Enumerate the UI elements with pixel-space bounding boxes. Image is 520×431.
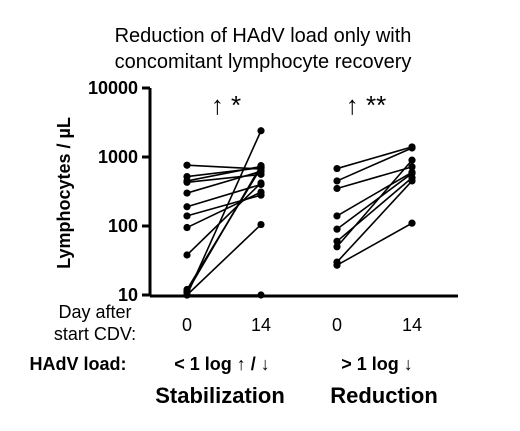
y-tick-label: 1000: [98, 147, 138, 167]
data-point-day-14: [408, 163, 416, 171]
data-point-day-14: [257, 220, 265, 229]
data-point-day-14: [257, 179, 265, 187]
data-point-day-0: [333, 212, 341, 220]
paired-line: [186, 165, 262, 182]
y-tick-label: 10000: [88, 78, 138, 98]
data-point-day-14: [408, 177, 416, 185]
y-tick-label: 10: [118, 285, 138, 305]
data-point-day-0: [183, 212, 191, 220]
paired-lines: [186, 130, 413, 296]
data-point-day-0: [183, 251, 191, 259]
paired-line: [186, 223, 262, 296]
data-point-day-14: [408, 144, 416, 152]
chart-title-line-2: concomitant lymphocyte recovery: [115, 51, 412, 73]
data-point-day-14: [257, 162, 265, 170]
data-point-day-0: [183, 189, 191, 197]
paired-line: [336, 166, 413, 190]
x-tick-label: 14: [402, 315, 422, 335]
x-tick-label: 14: [251, 315, 271, 335]
x-tick-label: 0: [332, 315, 342, 335]
y-ticks: 10 100 1000 10000: [88, 78, 150, 305]
paired-line: [186, 182, 262, 256]
data-points: [183, 127, 416, 299]
reduction-significance: ↑ **: [346, 90, 386, 120]
paired-line: [336, 159, 413, 248]
data-point-day-14: [408, 219, 416, 227]
y-axis-title: Lymphocytes / µL: [54, 117, 74, 269]
data-point-day-0: [333, 164, 341, 173]
stabilization-load-label: < 1 log ↑ / ↓: [174, 354, 270, 374]
data-point-day-14: [257, 127, 265, 135]
data-point-day-14: [257, 188, 265, 196]
data-point-day-14: [257, 291, 265, 299]
reduction-load-label: > 1 log ↓: [341, 354, 413, 374]
paired-line: [336, 146, 413, 170]
data-point-day-0: [183, 203, 191, 211]
paired-line: [186, 170, 262, 194]
load-row-label: HAdV load:: [30, 354, 127, 374]
y-tick-label: 100: [108, 216, 138, 236]
data-point-day-0: [183, 178, 191, 186]
paired-line: [336, 172, 413, 230]
paired-line: [336, 180, 413, 263]
chart-title-line-1: Reduction of HAdV load only with: [115, 25, 412, 47]
paired-line: [186, 183, 262, 208]
paired-line: [336, 177, 413, 242]
data-point-day-0: [183, 291, 191, 299]
day-row-label-line-1: Day after: [58, 302, 131, 322]
paired-line: [186, 130, 262, 296]
paired-line: [186, 165, 262, 293]
stabilization-group-label: Stabilization: [155, 383, 285, 408]
reduction-group-label: Reduction: [330, 383, 438, 408]
paired-line: [336, 147, 413, 182]
data-point-day-0: [183, 223, 191, 232]
paired-line: [336, 222, 413, 266]
data-point-day-14: [408, 156, 416, 164]
data-point-day-0: [333, 243, 341, 251]
day-row-label-line-2: start CDV:: [54, 324, 136, 344]
x-tick-label: 0: [182, 315, 192, 335]
data-point-day-0: [333, 184, 341, 193]
data-point-day-0: [333, 237, 341, 245]
paired-line: [186, 191, 262, 229]
data-point-day-0: [183, 161, 191, 169]
data-point-day-0: [333, 225, 341, 233]
paired-line: [336, 171, 413, 217]
data-point-day-0: [333, 261, 341, 269]
stabilization-significance: ↑ *: [211, 90, 241, 120]
data-point-day-0: [333, 177, 341, 185]
